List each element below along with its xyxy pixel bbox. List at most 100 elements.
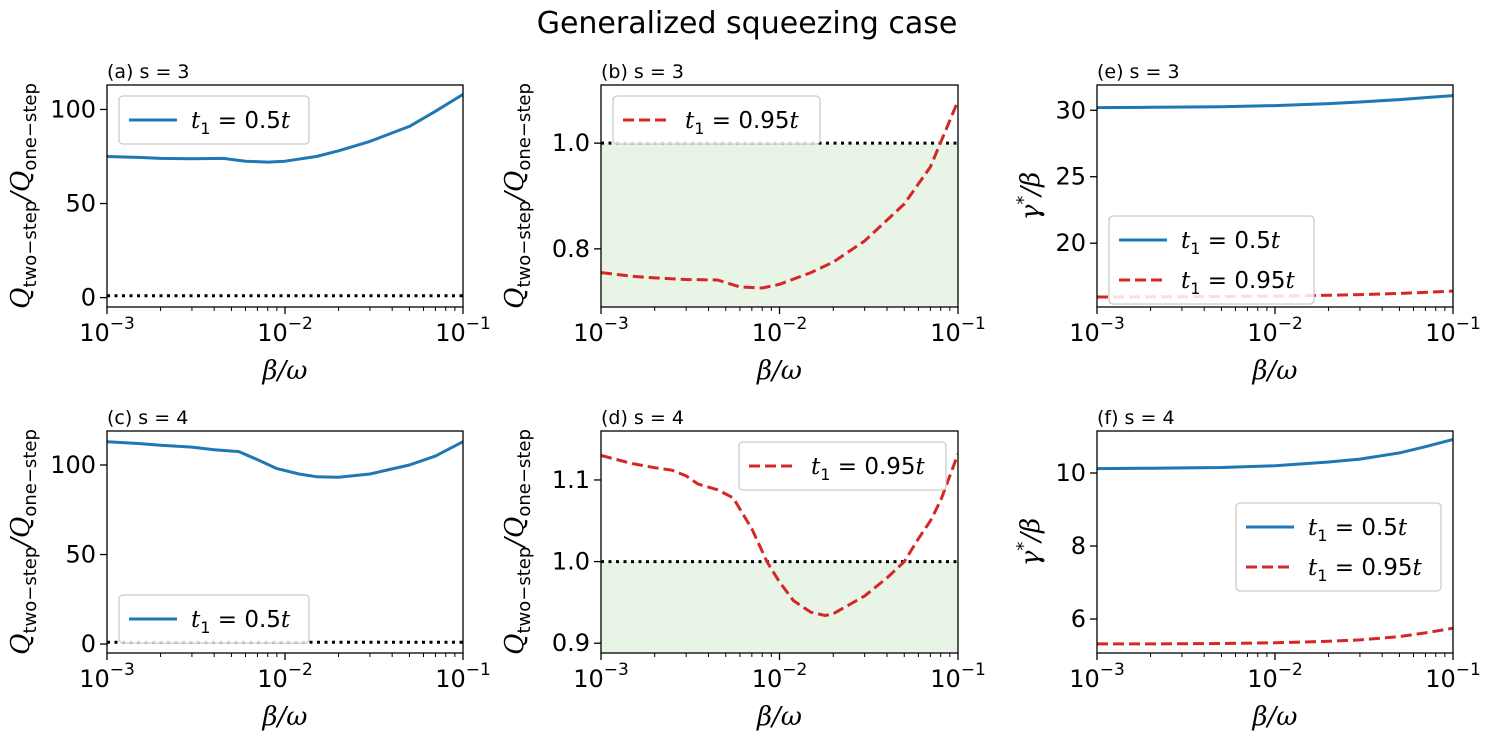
x-tick-label: 10−1: [435, 314, 491, 347]
svg-text:β/ω: β/ω: [262, 702, 308, 732]
legend-box: [118, 594, 310, 644]
y-tick-label: 100: [50, 451, 96, 479]
panel-f: 10−3 10−2 10−1 6 8 10 (f) s = 4 β/ω γ*/β t1 = 0.5…: [1013, 407, 1481, 732]
x-tick-label: 10−2: [752, 660, 808, 693]
y-tick-label: 0.9: [552, 629, 590, 657]
x-axis-label: β/ω: [756, 356, 802, 386]
svg-text:β/ω: β/ω: [756, 356, 802, 386]
y-tick-label: 20: [1055, 229, 1086, 257]
legend-label: t1 = 0.5t: [1308, 515, 1408, 545]
svg-text:Qtwo−step/Qone−step: Qtwo−step/Qone−step: [500, 83, 535, 309]
x-tick-label: 10−1: [930, 314, 986, 347]
panel-e: 10−3 10−2 10−1 20 25 30 (e) s = 3 β/ω γ*/β t1 = 0…: [1013, 61, 1481, 386]
x-tick-label: 10−2: [257, 314, 313, 347]
y-axis-label: γ*/β: [1013, 172, 1047, 220]
x-tick-label: 10−3: [573, 660, 629, 693]
y-tick-label: 0: [81, 284, 96, 312]
x-tick-label: 10−3: [1069, 660, 1125, 693]
x-tick-label: 10−3: [79, 314, 135, 347]
panel-title: (b) s = 3: [601, 61, 684, 83]
x-tick-label: 10−1: [1425, 314, 1481, 347]
series-line-red: [1097, 626, 1453, 646]
svg-text:β/ω: β/ω: [1252, 356, 1298, 386]
legend-box: [1235, 502, 1442, 592]
y-tick-label: 1.0: [552, 129, 590, 157]
legend-label: t1 = 0.95t: [811, 454, 926, 484]
x-tick-label: 10−2: [752, 314, 808, 347]
x-tick-label: 10−1: [930, 660, 986, 693]
x-tick-label: 10−1: [435, 660, 491, 693]
series-line-blue: [1097, 437, 1453, 471]
svg-text:Qtwo−step/Qone−step: Qtwo−step/Qone−step: [6, 83, 41, 309]
svg-text:β/ω: β/ω: [1252, 702, 1298, 732]
x-tick-label: 10−3: [79, 660, 135, 693]
x-tick-label: 10−3: [1069, 314, 1125, 347]
legend-box: [1108, 215, 1315, 305]
panel-a: 10−3 10−2 10−1 0 50 100 (a) s = 3 β/ω Qtwo−step/…: [6, 61, 491, 386]
x-axis-label: β/ω: [262, 702, 308, 732]
legend-box: [118, 95, 310, 145]
shaded-region: [601, 561, 958, 653]
legend-label: t1 = 0.95t: [685, 108, 800, 138]
panel-title: (f) s = 4: [1097, 407, 1175, 429]
panel-c: 10−3 10−2 10−1 0 50 100 (c) s = 4 β/ω Qtwo−step/…: [6, 407, 491, 732]
y-tick-label: 1.0: [552, 548, 590, 576]
x-axis-label: β/ω: [262, 356, 308, 386]
y-tick-label: 0: [81, 630, 96, 658]
x-axis-label: β/ω: [756, 702, 802, 732]
y-tick-label: 50: [65, 541, 96, 569]
legend: t1 = 0.95t: [612, 95, 821, 145]
x-tick-label: 10−2: [1247, 314, 1303, 347]
y-axis-label: Qtwo−step/Qone−step: [6, 429, 41, 655]
y-tick-label: 30: [1055, 96, 1086, 124]
y-tick-label: 100: [50, 95, 96, 123]
y-axis-label: Qtwo−step/Qone−step: [500, 429, 535, 655]
y-axis-label: Qtwo−step/Qone−step: [500, 83, 535, 309]
x-axis-label: β/ω: [1252, 702, 1298, 732]
legend-box: [738, 441, 947, 491]
series-line-red: [1097, 289, 1453, 299]
y-tick-label: 10: [1055, 459, 1086, 487]
panel-d: 10−3 10−2 10−1 0.9 1.0 1.1 (d) s = 4 β/ω Qtwo−st…: [500, 407, 986, 732]
x-tick-label: 10−2: [1247, 660, 1303, 693]
y-axis-label: Qtwo−step/Qone−step: [6, 83, 41, 309]
legend: t1 = 0.5t t1 = 0.95t: [1235, 502, 1442, 592]
svg-text:β/ω: β/ω: [756, 702, 802, 732]
x-tick-label: 10−2: [257, 660, 313, 693]
legend: t1 = 0.5t t1 = 0.95t: [1108, 215, 1315, 305]
panel-title: (c) s = 4: [107, 407, 188, 429]
legend-box: [612, 95, 821, 145]
y-axis-label: γ*/β: [1013, 518, 1047, 566]
x-tick-label: 10−3: [573, 314, 629, 347]
svg-text:Qtwo−step/Qone−step: Qtwo−step/Qone−step: [500, 429, 535, 655]
y-tick-label: 25: [1055, 163, 1086, 191]
legend: t1 = 0.95t: [738, 441, 947, 491]
panel-title: (a) s = 3: [107, 61, 190, 83]
x-axis-label: β/ω: [1252, 356, 1298, 386]
panel-title: (e) s = 3: [1097, 61, 1180, 83]
series-line-blue: [107, 93, 463, 164]
y-tick-label: 6: [1071, 605, 1086, 633]
legend: t1 = 0.5t: [118, 594, 310, 644]
y-tick-label: 0.8: [552, 235, 590, 263]
y-tick-label: 8: [1071, 532, 1086, 560]
x-tick-label: 10−1: [1425, 660, 1481, 693]
series-line-blue: [1097, 94, 1453, 110]
legend-label: t1 = 0.5t: [191, 108, 291, 138]
svg-text:γ*/β: γ*/β: [1013, 172, 1047, 220]
legend-label: t1 = 0.95t: [1181, 268, 1296, 298]
svg-text:γ*/β: γ*/β: [1013, 518, 1047, 566]
y-tick-label: 1.1: [552, 466, 590, 494]
legend: t1 = 0.5t: [118, 95, 310, 145]
panel-title: (d) s = 4: [601, 407, 684, 429]
figure-title: Generalized squeezing case: [536, 6, 958, 41]
svg-text:Qtwo−step/Qone−step: Qtwo−step/Qone−step: [6, 429, 41, 655]
series-line-blue: [107, 440, 463, 479]
svg-text:β/ω: β/ω: [262, 356, 308, 386]
y-tick-label: 50: [65, 190, 96, 218]
legend-label: t1 = 0.5t: [191, 607, 291, 637]
series-line-red: [601, 100, 958, 290]
legend-label: t1 = 0.5t: [1181, 228, 1281, 258]
legend-label: t1 = 0.95t: [1308, 555, 1423, 585]
